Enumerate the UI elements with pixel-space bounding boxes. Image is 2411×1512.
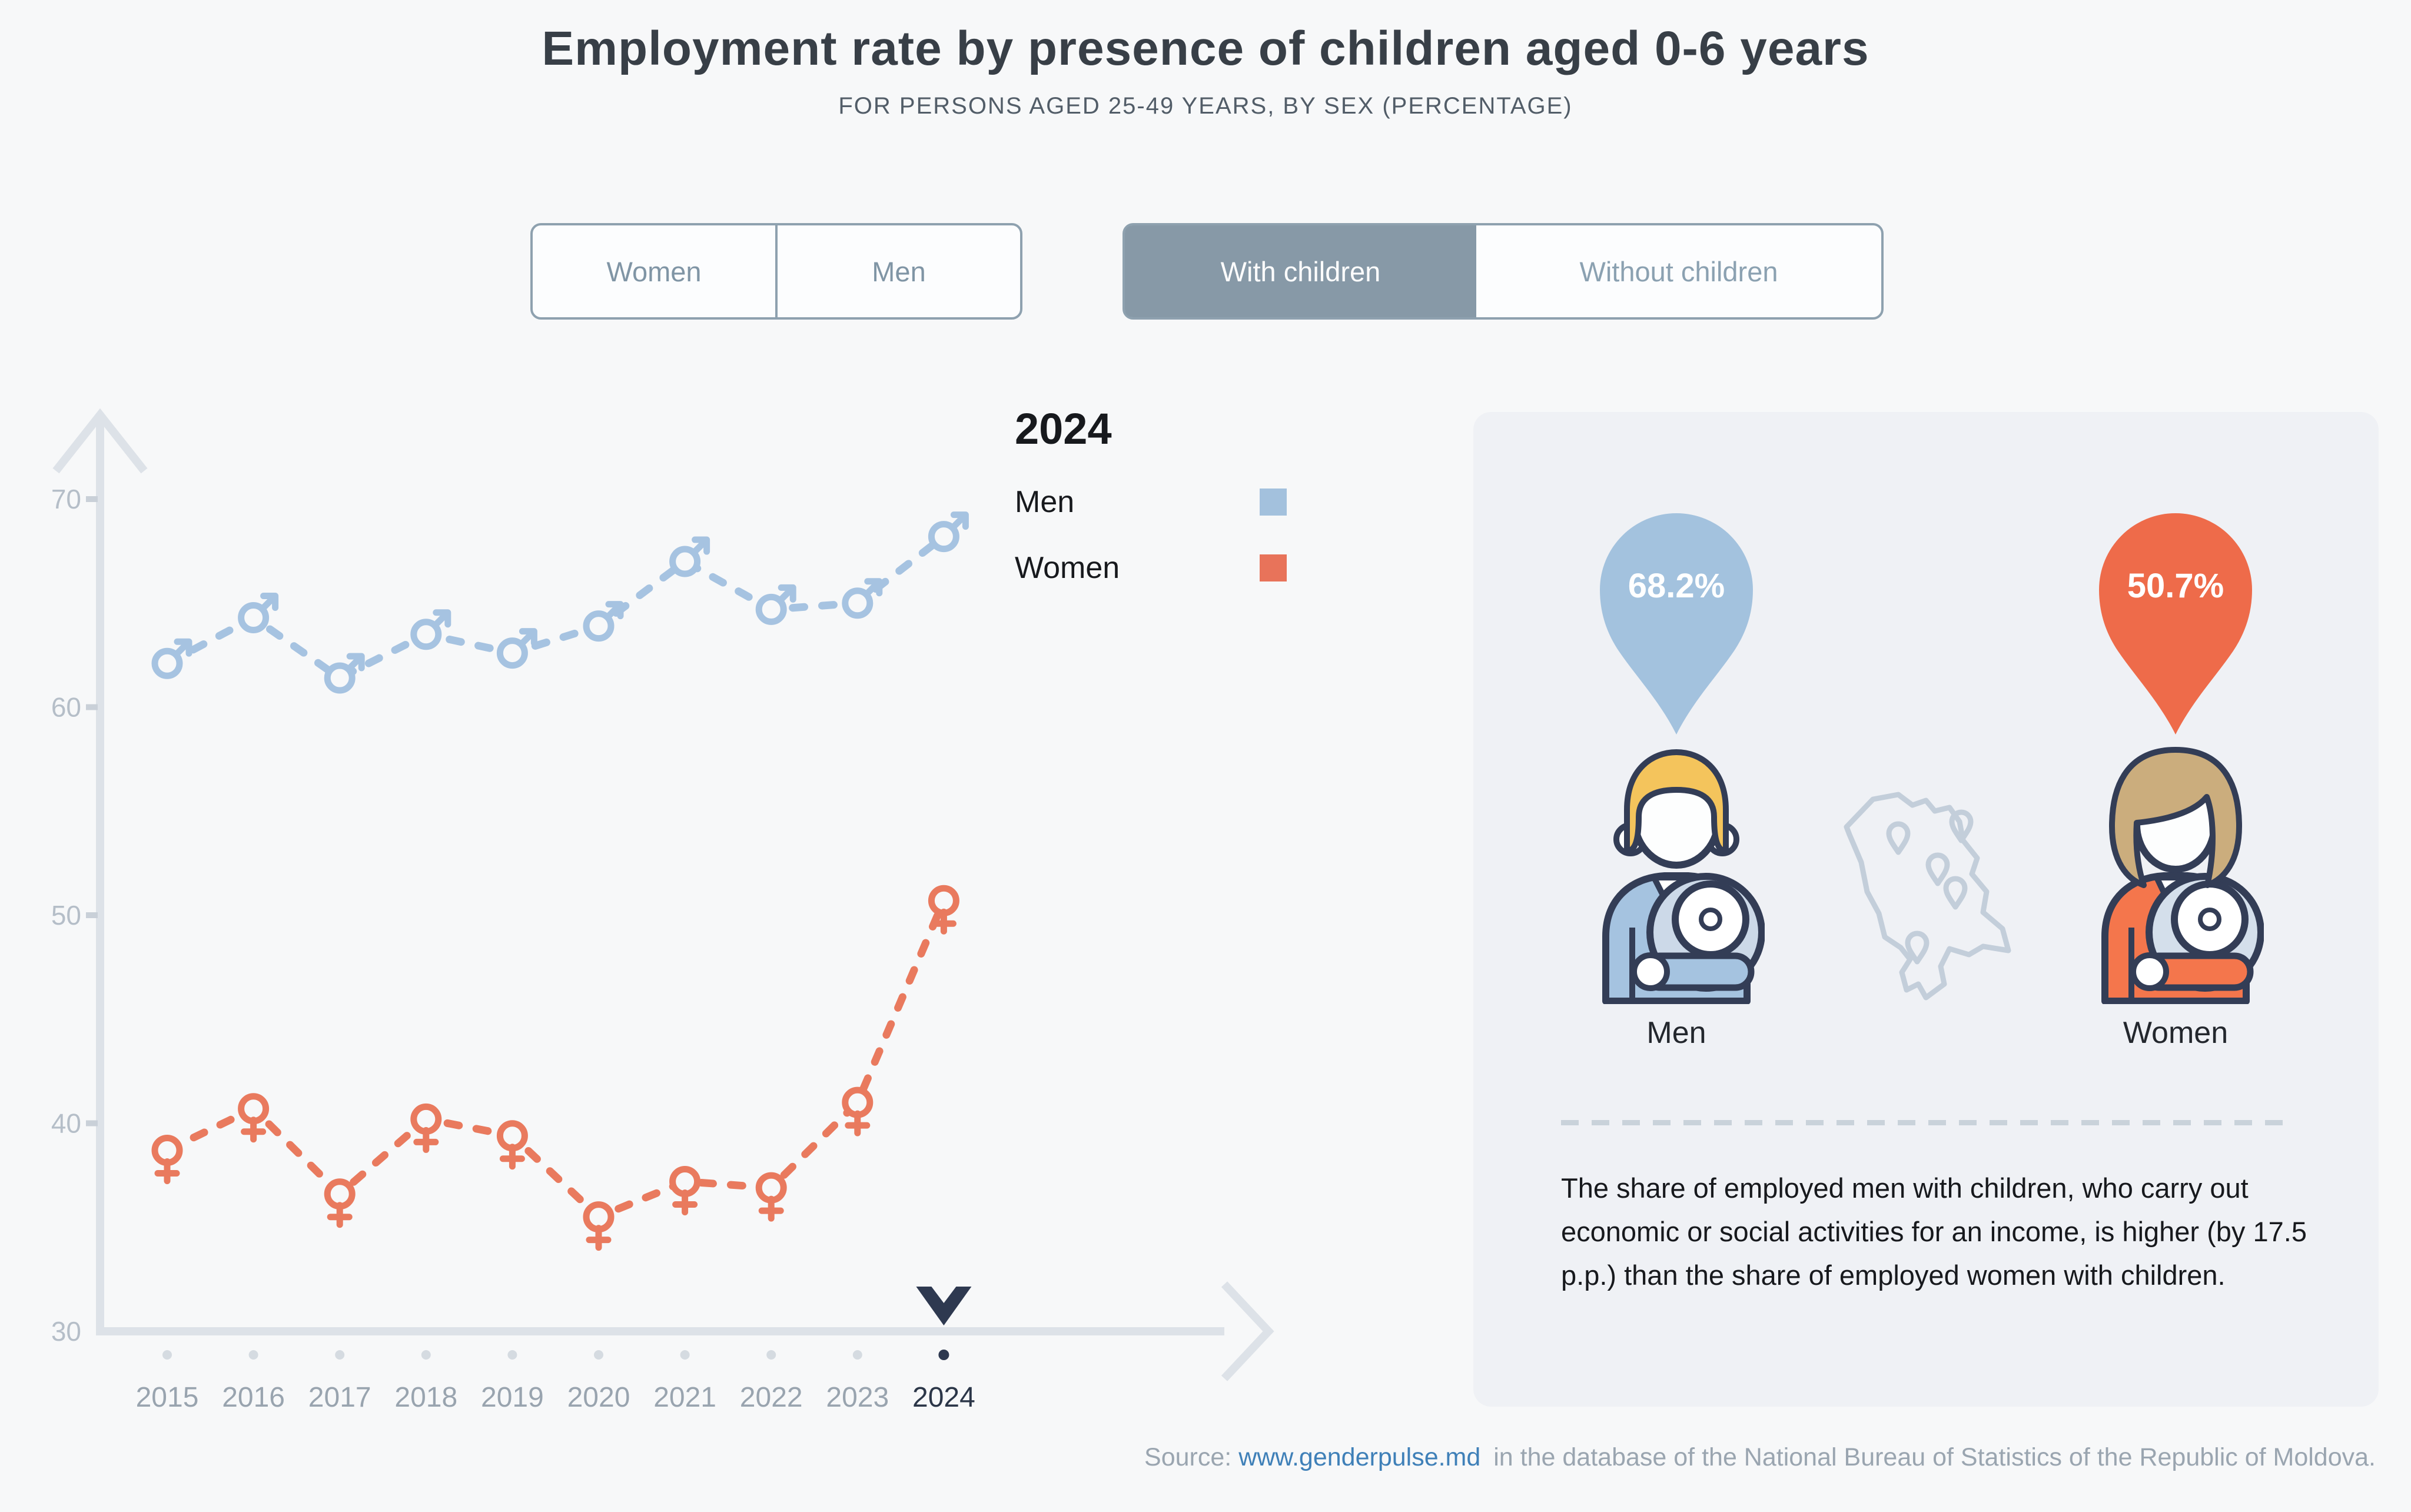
year-dot-2016[interactable] xyxy=(248,1350,258,1360)
year-label-2015[interactable]: 2015 xyxy=(136,1382,199,1413)
pin-icon xyxy=(2099,513,2252,735)
year-label-2024[interactable]: 2024 xyxy=(912,1382,975,1413)
women-value: 50.7% xyxy=(2127,567,2224,605)
toggle-with-children[interactable]: With children xyxy=(1125,225,1476,317)
male-marker-arrowhead xyxy=(260,592,279,611)
series-line-women xyxy=(163,896,948,1222)
women-value-pin: 50.7% xyxy=(2093,507,2258,738)
male-marker-icon xyxy=(755,593,787,625)
x-axis xyxy=(96,1281,1274,1381)
male-marker-arrowhead xyxy=(174,638,192,657)
year-label-2016[interactable]: 2016 xyxy=(222,1382,285,1413)
male-marker-arrowhead xyxy=(778,584,796,603)
male-marker-arrowhead xyxy=(864,578,883,597)
women-figure-label: Women xyxy=(2123,1016,2229,1050)
source-line: Source: www.genderpulse.md in the databa… xyxy=(0,1443,2376,1472)
year-label-2018[interactable]: 2018 xyxy=(394,1382,457,1413)
toggle-men[interactable]: Men xyxy=(775,225,1020,317)
woman-with-baby-illustration xyxy=(2101,747,2264,1004)
page-subtitle: FOR PERSONS AGED 25-49 YEARS, BY SEX (PE… xyxy=(838,93,1573,119)
year-label-2021[interactable]: 2021 xyxy=(653,1382,716,1413)
legend-item-men: Men xyxy=(1015,484,1287,520)
year-dot-2023[interactable] xyxy=(852,1350,862,1360)
legend-swatch-men-icon xyxy=(1260,489,1287,516)
men-figure-label: Men xyxy=(1646,1016,1706,1050)
year-dot-2020[interactable] xyxy=(594,1350,603,1360)
panel-description: The share of employed men with children,… xyxy=(1561,1172,2307,1291)
chart-legend: 2024 Men Women xyxy=(1015,404,1287,586)
series-line-men xyxy=(163,533,948,683)
male-marker-icon xyxy=(410,619,442,650)
year-dot-2018[interactable] xyxy=(421,1350,431,1360)
male-marker-arrowhead xyxy=(519,628,537,647)
source-link[interactable]: www.genderpulse.md xyxy=(1238,1443,1481,1471)
year-dot-2024[interactable] xyxy=(938,1350,949,1360)
dashed-divider xyxy=(1561,1120,2291,1125)
legend-item-women: Women xyxy=(1015,550,1287,586)
male-marker-icon xyxy=(151,647,183,679)
male-marker-icon xyxy=(842,587,874,619)
moldova-map-icon xyxy=(1844,792,2011,1001)
male-marker-arrowhead xyxy=(605,601,624,620)
x-axis-arrow-icon xyxy=(1221,1281,1274,1381)
y-tick xyxy=(86,1120,98,1126)
year-label-2017[interactable]: 2017 xyxy=(308,1382,371,1413)
year-label-2022[interactable]: 2022 xyxy=(740,1382,803,1413)
y-tick-label: 30 xyxy=(51,1316,81,1347)
male-marker-arrowhead xyxy=(433,609,451,628)
year-dot-2015[interactable] xyxy=(162,1350,172,1360)
source-suffix: in the database of the National Bureau o… xyxy=(1493,1443,2376,1471)
y-axis xyxy=(52,408,148,1334)
toggle-without-children[interactable]: Without children xyxy=(1579,255,1778,287)
pin-icon xyxy=(1600,513,1753,735)
y-tick-label: 40 xyxy=(51,1108,81,1139)
male-marker-icon xyxy=(669,546,701,577)
legend-swatch-women-icon xyxy=(1260,554,1287,581)
male-marker-arrowhead xyxy=(346,653,365,672)
male-marker-icon xyxy=(238,602,270,633)
year-dot-2022[interactable] xyxy=(766,1350,776,1360)
year-label-2019[interactable]: 2019 xyxy=(481,1382,544,1413)
legend-label-women: Women xyxy=(1015,551,1120,585)
year-label-2020[interactable]: 2020 xyxy=(567,1382,630,1413)
line-chart: 30 40 50 60 70 2015 2016 2017 2018 2019 2020 2021 20… xyxy=(51,408,1274,1413)
y-tick-label: 60 xyxy=(51,692,81,723)
year-dot-2017[interactable] xyxy=(335,1350,345,1360)
legend-year: 2024 xyxy=(1015,404,1112,453)
y-tick-label: 70 xyxy=(51,484,81,514)
male-marker-arrowhead xyxy=(692,536,710,555)
source-prefix: Source: xyxy=(1144,1443,1232,1471)
male-marker-icon xyxy=(496,637,528,669)
info-panel: 68.2% 50.7% xyxy=(1473,412,2379,1407)
year-label-2023[interactable]: 2023 xyxy=(826,1382,889,1413)
y-axis-arrow-icon xyxy=(52,408,148,474)
children-toggle: With children Without children xyxy=(1123,223,1884,320)
year-dot-2021[interactable] xyxy=(680,1350,690,1360)
y-tick xyxy=(86,912,98,918)
male-marker-arrowhead xyxy=(950,511,969,530)
male-marker-icon xyxy=(928,521,959,553)
page-title: Employment rate by presence of children … xyxy=(542,22,1869,75)
year-dot-2019[interactable] xyxy=(507,1350,517,1360)
men-value: 68.2% xyxy=(1628,567,1725,605)
y-tick-label: 50 xyxy=(51,900,81,931)
y-tick xyxy=(86,496,98,502)
y-tick xyxy=(86,704,98,710)
legend-label-men: Men xyxy=(1015,485,1075,519)
sex-toggle: Women Men xyxy=(530,223,1022,320)
year-cursor-icon[interactable] xyxy=(916,1287,972,1325)
men-value-pin: 68.2% xyxy=(1594,507,1759,738)
man-with-baby-illustration xyxy=(1602,749,1765,1004)
toggle-women[interactable]: Women xyxy=(606,255,702,287)
male-marker-icon xyxy=(324,662,356,694)
male-marker-icon xyxy=(583,610,615,642)
